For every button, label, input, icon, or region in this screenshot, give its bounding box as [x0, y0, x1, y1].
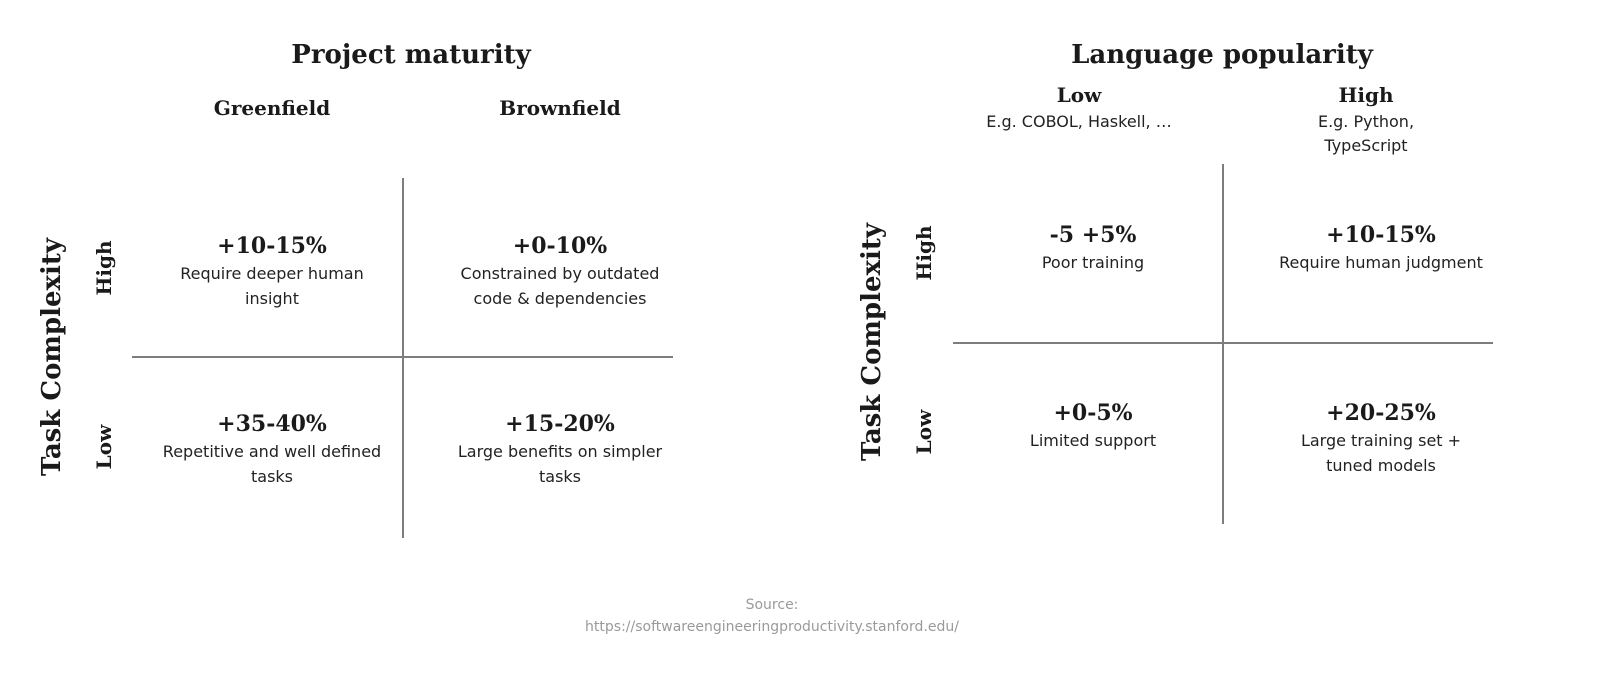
left-cell-low-brownfield: +15-20% Large benefits on simpler tasks [440, 409, 680, 489]
cell-description: Constrained by outdated code & dependenc… [460, 264, 660, 308]
left-row-low: Low [92, 424, 116, 470]
cell-description: Limited support [1029, 431, 1157, 450]
left-col-greenfield: Greenfield [213, 96, 331, 120]
right-col-high-examples: E.g. Python, TypeScript [1317, 112, 1415, 155]
left-cell-high-greenfield: +10-15% Require deeper human insight [152, 231, 392, 311]
right-cell-high-low: -5 +5% Poor training [973, 220, 1213, 275]
left-horizontal-divider [132, 356, 673, 358]
right-row-high: High [912, 225, 936, 281]
cell-value: +10-15% [1326, 222, 1436, 248]
cell-description: Require human judgment [1279, 253, 1483, 272]
left-vertical-divider [402, 178, 404, 538]
cell-description: Require deeper human insight [180, 264, 364, 308]
left-row-high: High [92, 240, 116, 296]
right-y-axis-title: Task Complexity [857, 222, 887, 462]
right-matrix-title: Language popularity [1071, 40, 1373, 70]
left-cell-high-brownfield: +0-10% Constrained by outdated code & de… [440, 231, 680, 311]
right-col-low-examples: E.g. COBOL, Haskell, … [986, 112, 1172, 131]
cell-description: Poor training [1041, 253, 1145, 272]
cell-value: +0-10% [512, 233, 608, 259]
cell-description: Large benefits on simpler tasks [457, 442, 663, 486]
cell-value: -5 +5% [1049, 222, 1137, 248]
right-cell-low-low: +0-5% Limited support [973, 398, 1213, 453]
left-y-axis-title: Task Complexity [37, 237, 67, 477]
cell-value: +35-40% [217, 411, 327, 437]
cell-value: +20-25% [1326, 400, 1436, 426]
cell-description: Large training set + tuned models [1300, 431, 1462, 475]
left-cell-low-greenfield: +35-40% Repetitive and well defined task… [152, 409, 392, 489]
right-row-low: Low [912, 409, 936, 455]
left-matrix-title: Project maturity [291, 40, 531, 70]
right-cell-low-high: +20-25% Large training set + tuned model… [1281, 398, 1481, 478]
cell-value: +10-15% [217, 233, 327, 259]
right-col-high: High [1338, 83, 1394, 107]
right-cell-high-high: +10-15% Require human judgment [1261, 220, 1501, 275]
source-label: Source: [745, 597, 799, 613]
source-link[interactable]: https://softwareengineeringproductivity.… [585, 619, 959, 635]
right-horizontal-divider [953, 342, 1493, 344]
cell-description: Repetitive and well defined tasks [162, 442, 382, 486]
right-col-low: Low [1056, 83, 1102, 107]
cell-value: +15-20% [505, 411, 615, 437]
cell-value: +0-5% [1053, 400, 1133, 426]
left-col-brownfield: Brownfield [499, 96, 621, 120]
right-vertical-divider [1222, 164, 1224, 524]
